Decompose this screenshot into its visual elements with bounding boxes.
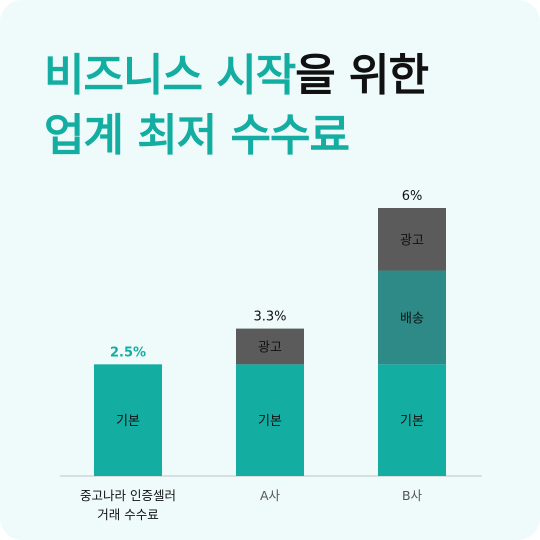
bar-segment-기본: [378, 364, 446, 476]
bar-total-label: 6%: [402, 189, 423, 204]
category-label: B사: [402, 488, 423, 503]
category-label: A사: [260, 488, 281, 503]
bar-segment-label: 광고: [400, 233, 424, 248]
bar-segment-기본: [94, 364, 162, 476]
bar-segment-label: 기본: [258, 414, 282, 429]
headline-accent: 비즈니스 시작: [44, 50, 296, 101]
bar-segment-광고: [378, 208, 446, 271]
category-label: 중고나라 인증셀러: [80, 488, 176, 503]
bar-segment-광고: [236, 328, 304, 365]
bar-segment-기본: [236, 364, 304, 476]
headline: 비즈니스 시작을 위한 업계 최저 수수료: [44, 46, 429, 166]
bar-segment-label: 배송: [400, 311, 424, 326]
bar-segment-배송: [378, 270, 446, 365]
category-label: 거래 수수료: [97, 507, 158, 522]
bar-segment-label: 기본: [400, 414, 424, 429]
headline-rest: 을 위한: [295, 50, 429, 101]
headline-line2: 업계 최저 수수료: [44, 110, 350, 161]
bar-segment-label: 기본: [116, 414, 140, 429]
bar-segment-label: 광고: [258, 340, 282, 355]
bar-total-label: 3.3%: [253, 310, 286, 325]
bar-total-label: 2.5%: [110, 345, 146, 360]
